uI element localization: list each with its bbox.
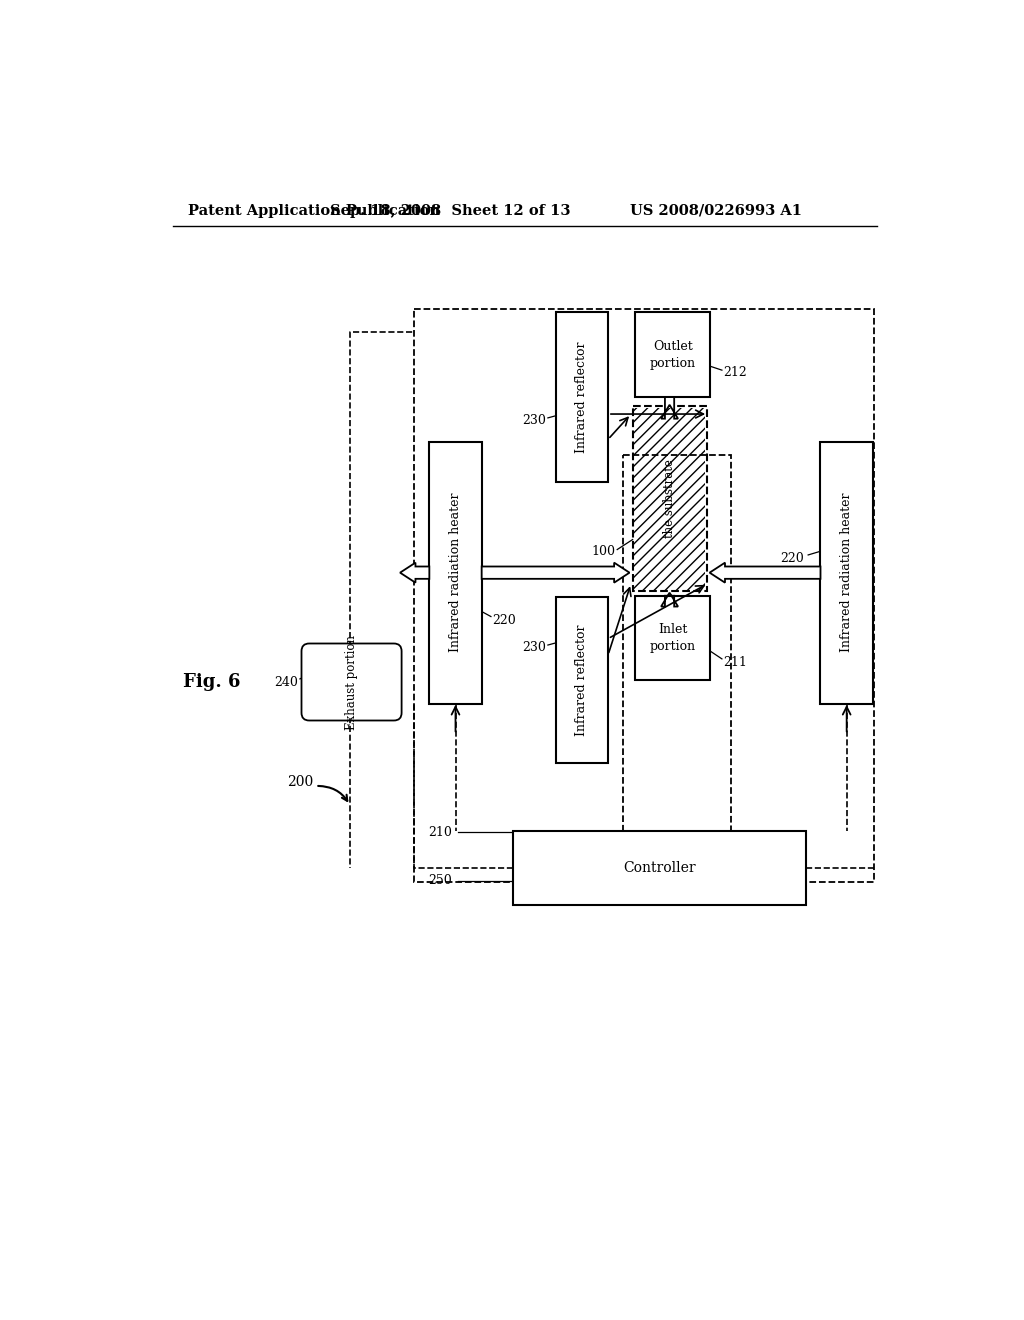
- Text: Fig. 6: Fig. 6: [182, 673, 241, 690]
- Polygon shape: [710, 562, 820, 582]
- Bar: [820, 442, 872, 704]
- Text: US 2008/0226993 A1: US 2008/0226993 A1: [630, 203, 802, 218]
- Text: 240: 240: [274, 676, 298, 689]
- Bar: [414, 309, 874, 882]
- Bar: [633, 407, 707, 591]
- Polygon shape: [662, 397, 678, 418]
- Text: 220: 220: [493, 614, 516, 627]
- Text: 211: 211: [724, 656, 748, 669]
- Text: Infrared reflector: Infrared reflector: [575, 624, 588, 735]
- Bar: [635, 313, 711, 397]
- Text: Exhaust portion: Exhaust portion: [345, 635, 358, 730]
- Bar: [556, 597, 608, 763]
- Text: 220: 220: [780, 552, 804, 565]
- Polygon shape: [400, 562, 429, 582]
- Text: 100: 100: [592, 545, 615, 557]
- Text: the substrate: the substrate: [664, 459, 676, 539]
- FancyBboxPatch shape: [301, 644, 401, 721]
- Text: Controller: Controller: [624, 862, 696, 875]
- Text: 230: 230: [522, 640, 547, 653]
- Text: Patent Application Publication: Patent Application Publication: [188, 203, 440, 218]
- Text: Infrared reflector: Infrared reflector: [575, 342, 588, 453]
- Text: 200: 200: [287, 775, 313, 789]
- Bar: [556, 313, 608, 482]
- Polygon shape: [481, 562, 630, 582]
- Text: Infrared radiation heater: Infrared radiation heater: [840, 492, 853, 652]
- Text: Infrared radiation heater: Infrared radiation heater: [449, 492, 462, 652]
- Text: 250: 250: [429, 874, 453, 887]
- Bar: [624, 455, 731, 875]
- Bar: [429, 442, 481, 704]
- Polygon shape: [662, 593, 678, 607]
- Text: 210: 210: [429, 825, 453, 838]
- Text: Sep. 18, 2008  Sheet 12 of 13: Sep. 18, 2008 Sheet 12 of 13: [330, 203, 570, 218]
- Text: Outlet
portion: Outlet portion: [649, 339, 695, 370]
- Bar: [513, 832, 806, 906]
- Text: 212: 212: [724, 366, 748, 379]
- Text: 230: 230: [522, 413, 547, 426]
- Text: Inlet
portion: Inlet portion: [649, 623, 695, 653]
- Bar: [635, 595, 711, 681]
- Bar: [634, 408, 705, 590]
